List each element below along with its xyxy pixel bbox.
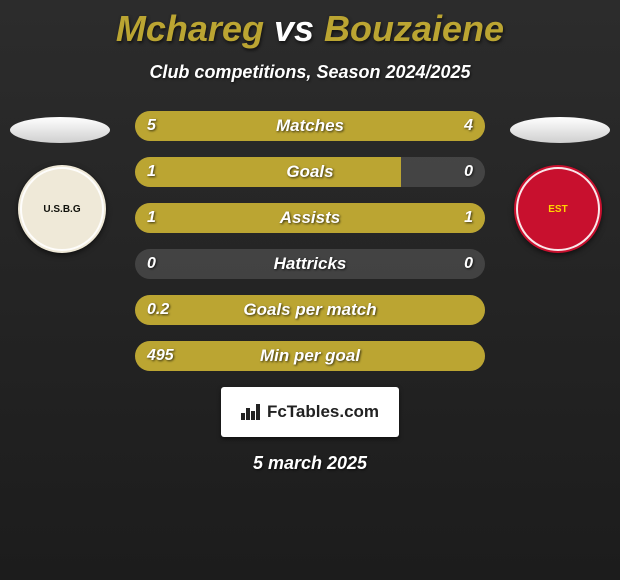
stat-row: Matches5 4 [135, 111, 485, 141]
stat-value-left: 5 [147, 111, 156, 141]
stat-rows: Matches54Goals10Assists11Hattricks00Goal… [135, 111, 485, 371]
stat-label: Goals per match [135, 295, 485, 325]
nameplate-right [510, 117, 610, 143]
comparison-chart: U.S.B.G EST Matches54Goals10Assists11Hat… [0, 111, 620, 371]
date: 5 march 2025 [0, 453, 620, 474]
stat-label: Assists [135, 203, 485, 233]
title-player2: Bouzaiene [324, 8, 504, 49]
stat-row: Goals1 0 [135, 157, 485, 187]
title-player1: Mchareg [116, 8, 264, 49]
club-badge-left: U.S.B.G [18, 165, 106, 253]
stat-row: Goals per match0.2 [135, 295, 485, 325]
stat-value-left: 0.2 [147, 295, 169, 325]
title-vs: vs [274, 8, 314, 49]
watermark-text: FcTables.com [267, 402, 379, 422]
stat-value-right: 0 [464, 249, 473, 279]
stat-value-right: 1 [464, 203, 473, 233]
club-badge-left-text: U.S.B.G [20, 167, 104, 251]
stat-row: Min per goal495 [135, 341, 485, 371]
stat-row: Assists1 1 [135, 203, 485, 233]
bar-chart-icon [241, 404, 261, 420]
stat-value-left: 0 [147, 249, 156, 279]
nameplate-left [10, 117, 110, 143]
stat-value-left: 1 [147, 203, 156, 233]
stat-value-left: 495 [147, 341, 174, 371]
subtitle: Club competitions, Season 2024/2025 [0, 62, 620, 83]
stat-row: Hattricks0 0 [135, 249, 485, 279]
watermark: FcTables.com [221, 387, 399, 437]
stat-label: Goals [135, 157, 485, 187]
club-badge-right: EST [514, 165, 602, 253]
stat-value-right: 0 [464, 157, 473, 187]
stat-value-right: 4 [464, 111, 473, 141]
stat-label: Hattricks [135, 249, 485, 279]
club-badge-right-text: EST [516, 167, 600, 251]
stat-label: Matches [135, 111, 485, 141]
stat-value-left: 1 [147, 157, 156, 187]
page-title: Mchareg vs Bouzaiene [0, 0, 620, 50]
stat-label: Min per goal [135, 341, 485, 371]
